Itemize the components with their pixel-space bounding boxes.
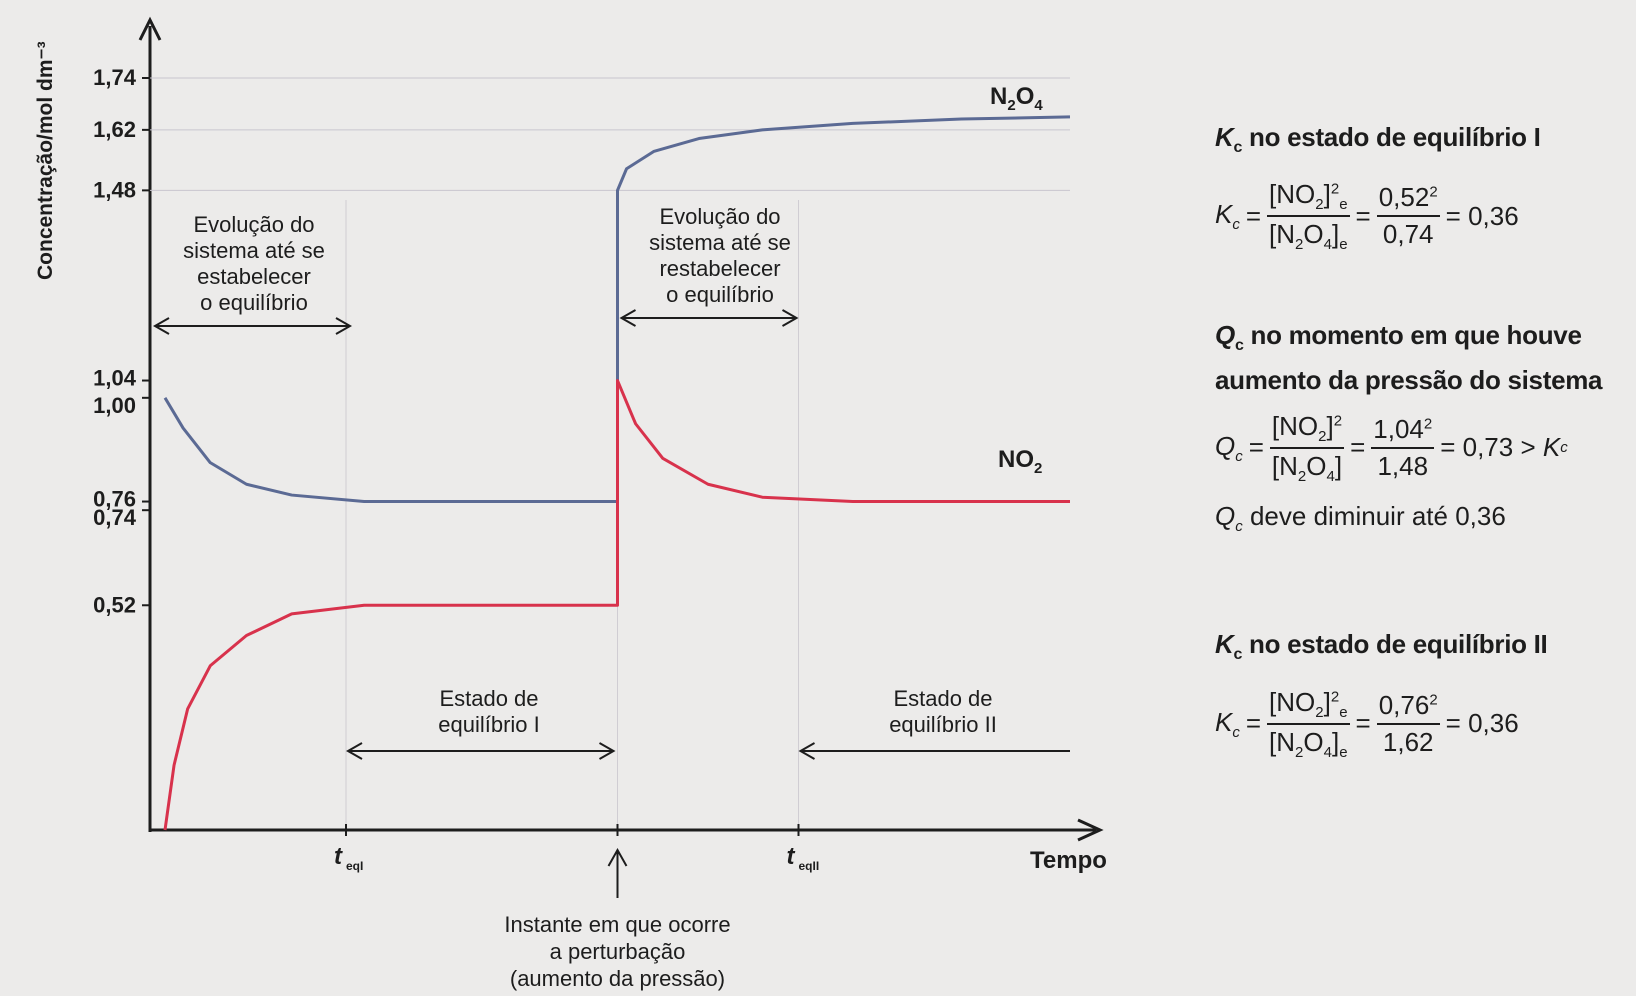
y-axis-arrow	[138, 16, 162, 41]
annotation-evolucao-2-line-3: o equilíbrio	[666, 282, 774, 307]
x-tick-sublabel-0: eqI	[346, 859, 363, 873]
series-label-n2o4: N2O4	[990, 83, 1043, 114]
qc-heading: Qc no momento em que houve aumento da pr…	[1215, 319, 1603, 395]
equilibrium-panel: Kc no estado de equilíbrio I Kc = [NO2]2…	[1215, 120, 1625, 761]
annotation-estado-1-line-1: equilíbrio I	[438, 712, 540, 737]
arrow-evolucao-2-right-head	[782, 309, 799, 327]
qc-note: Qc deve diminuir até 0,36	[1215, 501, 1506, 536]
annotation-perturbacao-line-2: (aumento da pressão)	[510, 966, 725, 991]
x-axis-arrow	[1077, 818, 1104, 842]
series-label-no2: NO2	[998, 446, 1042, 477]
annotation-evolucao-2-line-0: Evolução do	[659, 204, 780, 229]
y-tick-label-5: 1,48	[93, 177, 136, 202]
x-axis-label: Tempo	[1030, 847, 1107, 874]
arrow-estado-2-left-head	[798, 742, 815, 760]
arrow-estado-1-left-head	[345, 742, 363, 760]
kc2-heading: Kc no estado de equilíbrio II	[1215, 629, 1548, 664]
y-axis-label: Concentração/mol dm⁻³	[34, 41, 57, 280]
x-tick-sublabel-1: eqII	[799, 859, 820, 873]
annotation-estado-2-line-1: equilíbrio II	[889, 712, 997, 737]
annotation-evolucao-1-line-3: o equilíbrio	[200, 290, 308, 315]
y-tick-label-7: 1,74	[93, 65, 137, 90]
annotation-evolucao-1-line-1: sistema até se	[183, 238, 325, 263]
annotation-estado-1-line-0: Estado de	[439, 686, 538, 711]
qc-equation: Qc = [NO2]2 [N2O4] = 1,042 1,48 = 0,73 >…	[1215, 410, 1568, 486]
arrow-evolucao-2-left-head	[619, 309, 636, 327]
x-tick-label-0: t	[334, 843, 343, 870]
kc2-equation: Kc = [NO2]2e [N2O4]e = 0,762 1,62 = 0,36	[1215, 686, 1519, 761]
y-tick-label-0: 0,52	[93, 592, 136, 617]
annotation-evolucao-1-line-2: estabelecer	[197, 264, 311, 289]
annotation-evolucao-2-line-2: restabelecer	[659, 256, 780, 281]
y-tick-label-6: 1,62	[93, 117, 136, 142]
annotation-perturbacao-line-0: Instante em que ocorre	[504, 912, 730, 937]
x-tick-label-1: t	[787, 843, 796, 870]
annotation-perturbacao-line-1: a perturbação	[550, 939, 686, 964]
kc1-equation: Kc = [NO2]2e [N2O4]e = 0,522 0,74 = 0,36	[1215, 179, 1519, 254]
y-tick-label-3: 1,00	[93, 393, 136, 418]
concentration-time-chart: Concentração/mol dm⁻³ 0,52 0,740,76 1,001,0…	[34, 16, 1107, 991]
arrow-estado-1-right-head	[599, 742, 616, 760]
annotation-evolucao-2-line-1: sistema até se	[649, 230, 791, 255]
y-tick-label-2: 0,76	[93, 487, 136, 512]
arrow-evolucao-1-right-head	[335, 317, 353, 335]
series-line-no2	[163, 379, 1070, 831]
arrow-perturbacao-head	[607, 847, 628, 867]
y-tick-label-4: 1,04	[93, 366, 137, 391]
kc1-heading: Kc no estado de equilíbrio I	[1215, 122, 1541, 157]
annotation-evolucao-1-line-0: Evolução do	[193, 212, 314, 237]
arrow-evolucao-1-left-head	[152, 317, 170, 335]
y-tick-label-1: 0,74	[93, 505, 137, 530]
annotation-estado-2-line-0: Estado de	[893, 686, 992, 711]
